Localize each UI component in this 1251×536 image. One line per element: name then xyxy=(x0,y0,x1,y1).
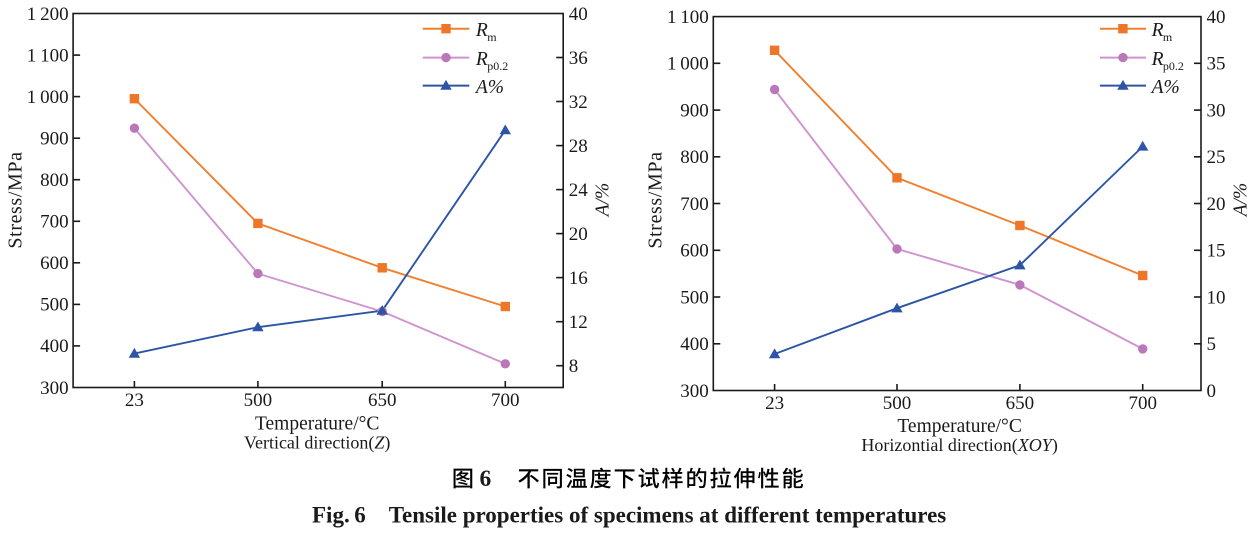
svg-text:1 000: 1 000 xyxy=(667,54,709,75)
svg-text:600: 600 xyxy=(680,241,709,262)
svg-text:650: 650 xyxy=(368,390,397,411)
svg-text:0: 0 xyxy=(1207,381,1217,402)
svg-text:800: 800 xyxy=(680,147,709,168)
svg-text:1 100: 1 100 xyxy=(27,45,69,66)
svg-text:A%: A% xyxy=(1150,77,1180,98)
svg-text:15: 15 xyxy=(1207,241,1226,262)
svg-text:40: 40 xyxy=(569,4,588,25)
svg-text:Temperature/°C: Temperature/°C xyxy=(897,416,1021,437)
svg-text:23: 23 xyxy=(765,393,784,414)
svg-text:20: 20 xyxy=(569,224,588,245)
svg-text:900: 900 xyxy=(40,129,69,150)
svg-text:20: 20 xyxy=(1207,194,1226,215)
svg-text:300: 300 xyxy=(40,378,69,399)
svg-text:16: 16 xyxy=(569,268,588,289)
svg-text:36: 36 xyxy=(569,48,588,69)
svg-text:500: 500 xyxy=(680,287,709,308)
svg-text:1 100: 1 100 xyxy=(667,7,709,28)
svg-text:900: 900 xyxy=(680,100,709,121)
svg-text:5: 5 xyxy=(1207,334,1217,355)
svg-text:1 200: 1 200 xyxy=(27,4,69,25)
svg-text:Vertical direction(Z): Vertical direction(Z) xyxy=(244,432,390,453)
svg-text:700: 700 xyxy=(491,390,520,411)
svg-text:700: 700 xyxy=(40,212,69,233)
svg-text:500: 500 xyxy=(244,390,273,411)
svg-text:6: 6 xyxy=(480,466,492,492)
svg-text:35: 35 xyxy=(1207,54,1226,75)
svg-text:23: 23 xyxy=(125,390,144,411)
svg-text:m: m xyxy=(487,30,497,44)
svg-text:Stress/MPa: Stress/MPa xyxy=(5,151,27,248)
svg-text:800: 800 xyxy=(40,170,69,191)
svg-text:p0.2: p0.2 xyxy=(1163,59,1184,73)
svg-text:700: 700 xyxy=(1128,393,1157,414)
svg-text:R: R xyxy=(1151,49,1164,70)
svg-text:1 000: 1 000 xyxy=(27,87,69,108)
svg-text:500: 500 xyxy=(883,393,912,414)
svg-text:p0.2: p0.2 xyxy=(487,59,508,73)
svg-text:R: R xyxy=(475,49,488,70)
svg-text:A%: A% xyxy=(474,77,504,98)
svg-text:700: 700 xyxy=(680,194,709,215)
svg-text:400: 400 xyxy=(680,334,709,355)
svg-text:24: 24 xyxy=(569,180,589,201)
svg-text:Horizontial direction(XOY): Horizontial direction(XOY) xyxy=(861,435,1057,456)
svg-text:8: 8 xyxy=(569,356,579,377)
svg-text:25: 25 xyxy=(1207,147,1226,168)
svg-text:12: 12 xyxy=(569,312,588,333)
svg-text:Stress/MPa: Stress/MPa xyxy=(645,151,667,248)
svg-text:40: 40 xyxy=(1207,7,1226,28)
svg-text:300: 300 xyxy=(680,381,709,402)
svg-text:A/%: A/% xyxy=(1231,183,1251,219)
svg-text:A/%: A/% xyxy=(593,183,614,219)
svg-text:28: 28 xyxy=(569,136,588,157)
svg-text:30: 30 xyxy=(1207,100,1226,121)
svg-text:32: 32 xyxy=(569,92,588,113)
svg-text:10: 10 xyxy=(1207,287,1226,308)
svg-text:650: 650 xyxy=(1006,393,1035,414)
svg-text:Fig. 6 Tensile properties of s: Fig. 6 Tensile properties of specimens a… xyxy=(312,503,946,528)
svg-text:600: 600 xyxy=(40,253,69,274)
svg-text:400: 400 xyxy=(40,336,69,357)
svg-text:500: 500 xyxy=(40,295,69,316)
svg-text:R: R xyxy=(475,20,488,41)
svg-text:R: R xyxy=(1151,20,1164,41)
svg-text:Temperature/°C: Temperature/°C xyxy=(255,413,379,434)
svg-text:m: m xyxy=(1163,30,1173,44)
